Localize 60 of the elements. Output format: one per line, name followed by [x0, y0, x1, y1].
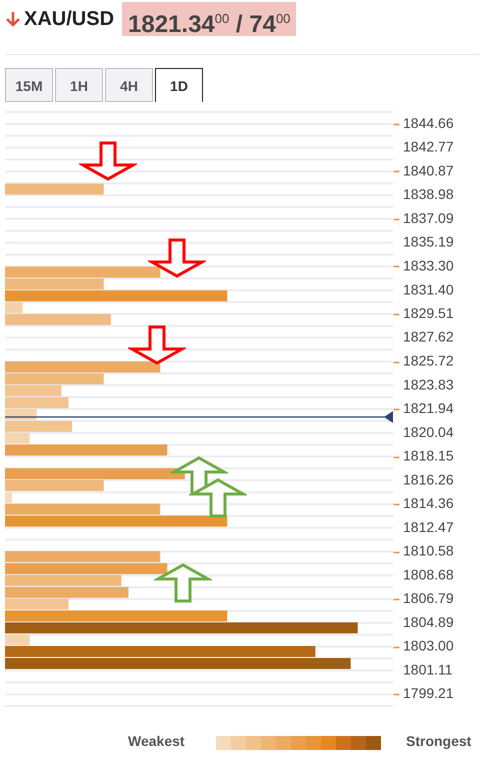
bar — [5, 314, 111, 326]
bar — [5, 646, 316, 658]
y-tick-label: 1816.26 — [403, 471, 454, 488]
bar — [5, 444, 168, 456]
y-tick-label: 1812.47 — [403, 518, 454, 535]
bar — [5, 420, 72, 432]
bar — [5, 480, 104, 492]
y-tick-label: 1810.58 — [403, 542, 454, 559]
bar — [5, 373, 104, 384]
y-tick-label: 1820.04 — [403, 424, 454, 440]
y-tick-label: 1835.19 — [403, 234, 454, 250]
bar — [5, 492, 12, 503]
bar — [5, 290, 228, 302]
y-tick-label: 1840.87 — [403, 162, 454, 178]
text: 15M — [5, 68, 53, 102]
bar — [5, 598, 68, 610]
y-tick-label: 1842.77 — [403, 138, 454, 155]
bar — [5, 551, 160, 562]
bar — [5, 516, 228, 527]
y-tick-label: 1804.89 — [403, 614, 454, 630]
bar — [5, 610, 228, 622]
y-tick-label: 1823.83 — [403, 376, 454, 392]
bar — [5, 586, 128, 598]
text: Weakest — [128, 733, 185, 749]
y-tick-label: 1825.72 — [403, 352, 454, 369]
y-tick-label: 1821.94 — [403, 400, 454, 416]
y-tick-label: 1801.11 — [403, 661, 453, 678]
bar — [5, 361, 160, 372]
bar — [5, 302, 23, 314]
bar — [5, 634, 30, 646]
chart-subtitle: 1821.34$^{00}$ / 74$^{00}$ — [122, 2, 296, 38]
bar — [5, 658, 351, 669]
y-tick-label: 1837.09 — [403, 210, 454, 226]
y-tick-label: 1827.62 — [403, 328, 454, 345]
chart-title: XAU/USD — [24, 8, 114, 30]
bar — [5, 574, 122, 586]
bar — [5, 432, 30, 444]
bar — [5, 468, 185, 480]
y-tick-label: 1829.51 — [403, 305, 454, 322]
bar — [5, 278, 104, 290]
y-tick-label: 1814.36 — [403, 495, 454, 512]
bar — [5, 408, 37, 420]
text: 1D — [155, 68, 203, 105]
y-tick-label: 1803.00 — [403, 638, 454, 654]
text: 4H — [105, 68, 153, 102]
y-tick-label: 1831.40 — [403, 281, 454, 298]
y-tick-label: 1799.21 — [403, 685, 454, 702]
y-tick-label: 1808.68 — [403, 566, 454, 582]
text: Strongest — [406, 733, 472, 749]
bar — [5, 622, 358, 634]
bar — [5, 504, 160, 515]
bar — [5, 184, 104, 195]
y-tick-label: 1844.66 — [403, 114, 454, 131]
bar — [5, 266, 160, 278]
bar — [5, 563, 168, 574]
y-tick-label: 1838.98 — [403, 186, 454, 202]
y-tick-label: 1833.30 — [403, 257, 454, 274]
y-tick-label: 1818.15 — [403, 448, 454, 464]
text: 1H — [55, 68, 103, 102]
y-tick-label: 1806.79 — [403, 590, 454, 606]
